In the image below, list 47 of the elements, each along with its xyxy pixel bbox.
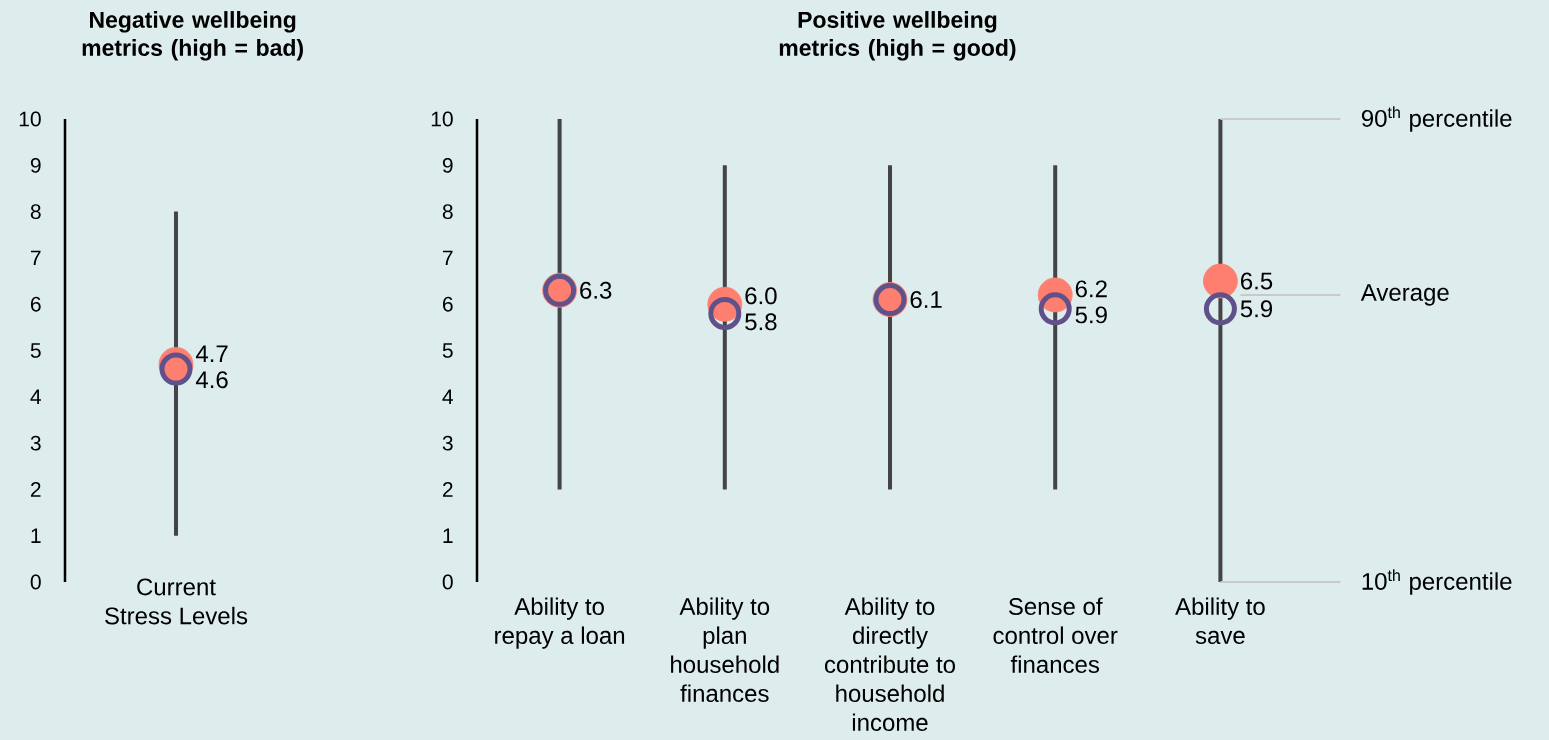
data-label: 6.2 [1075,280,1107,298]
x-tick-label: Sense of control over finances [993,597,1118,673]
y-tick-label: 7 [442,250,453,266]
x-tick-label: Current Stress Levels [105,578,248,625]
x-tick-label: Ability to plan household finances [671,597,779,703]
text: Average [1360,284,1449,306]
data-label: 4.6 [195,371,228,389]
y-tick-label: 8 [442,204,453,220]
y-tick-label: 8 [30,204,41,220]
y-tick-label: 0 [30,574,41,590]
chart-title: Positive wellbeing metrics (high = good) [779,11,1016,61]
y-tick-label: 2 [30,482,41,497]
y-tick-label: 5 [30,343,41,358]
y-tick-label: 10 [19,111,41,127]
text: 10$^{th}$ percentile [1362,569,1512,595]
point [1203,263,1238,299]
data-label: 4.7 [195,345,228,362]
x-tick-label: Ability to repay a loan [495,597,625,649]
data-label: 6.0 [745,287,777,305]
y-tick-label: 9 [442,157,453,173]
data-label: 6.3 [580,281,612,299]
y-tick-label: 3 [442,435,453,451]
y-tick-label: 5 [442,343,453,358]
y-tick-label: 6 [442,296,453,312]
y-tick-label: 6 [30,296,41,312]
y-tick-label: 10 [431,111,453,127]
point [1038,292,1072,326]
text: 90$^{th}$ percentile [1361,106,1512,132]
data-label: 5.8 [745,313,777,331]
y-tick-label: 4 [442,389,453,405]
y-tick-label: 2 [442,482,453,497]
data-label: 5.9 [1075,306,1107,324]
x-tick-label: Ability to directly contribute to household income [824,597,955,732]
point [708,296,742,330]
y-tick-label: 3 [30,435,41,451]
data-label: 6.5 [1241,272,1273,290]
y-tick-label: 4 [30,389,41,405]
x-tick-label: Ability to save [1175,597,1265,645]
y-tick-label: 9 [30,157,41,173]
data-label: 6.1 [910,291,942,309]
point [1203,292,1237,326]
y-tick-label: 1 [31,528,41,543]
y-tick-label: 1 [443,528,453,543]
y-tick-label: 0 [442,574,453,590]
chart-title: Negative wellbeing metrics (high = bad) [82,11,303,61]
data-label: 5.9 [1240,300,1273,318]
y-tick-label: 7 [30,250,41,266]
